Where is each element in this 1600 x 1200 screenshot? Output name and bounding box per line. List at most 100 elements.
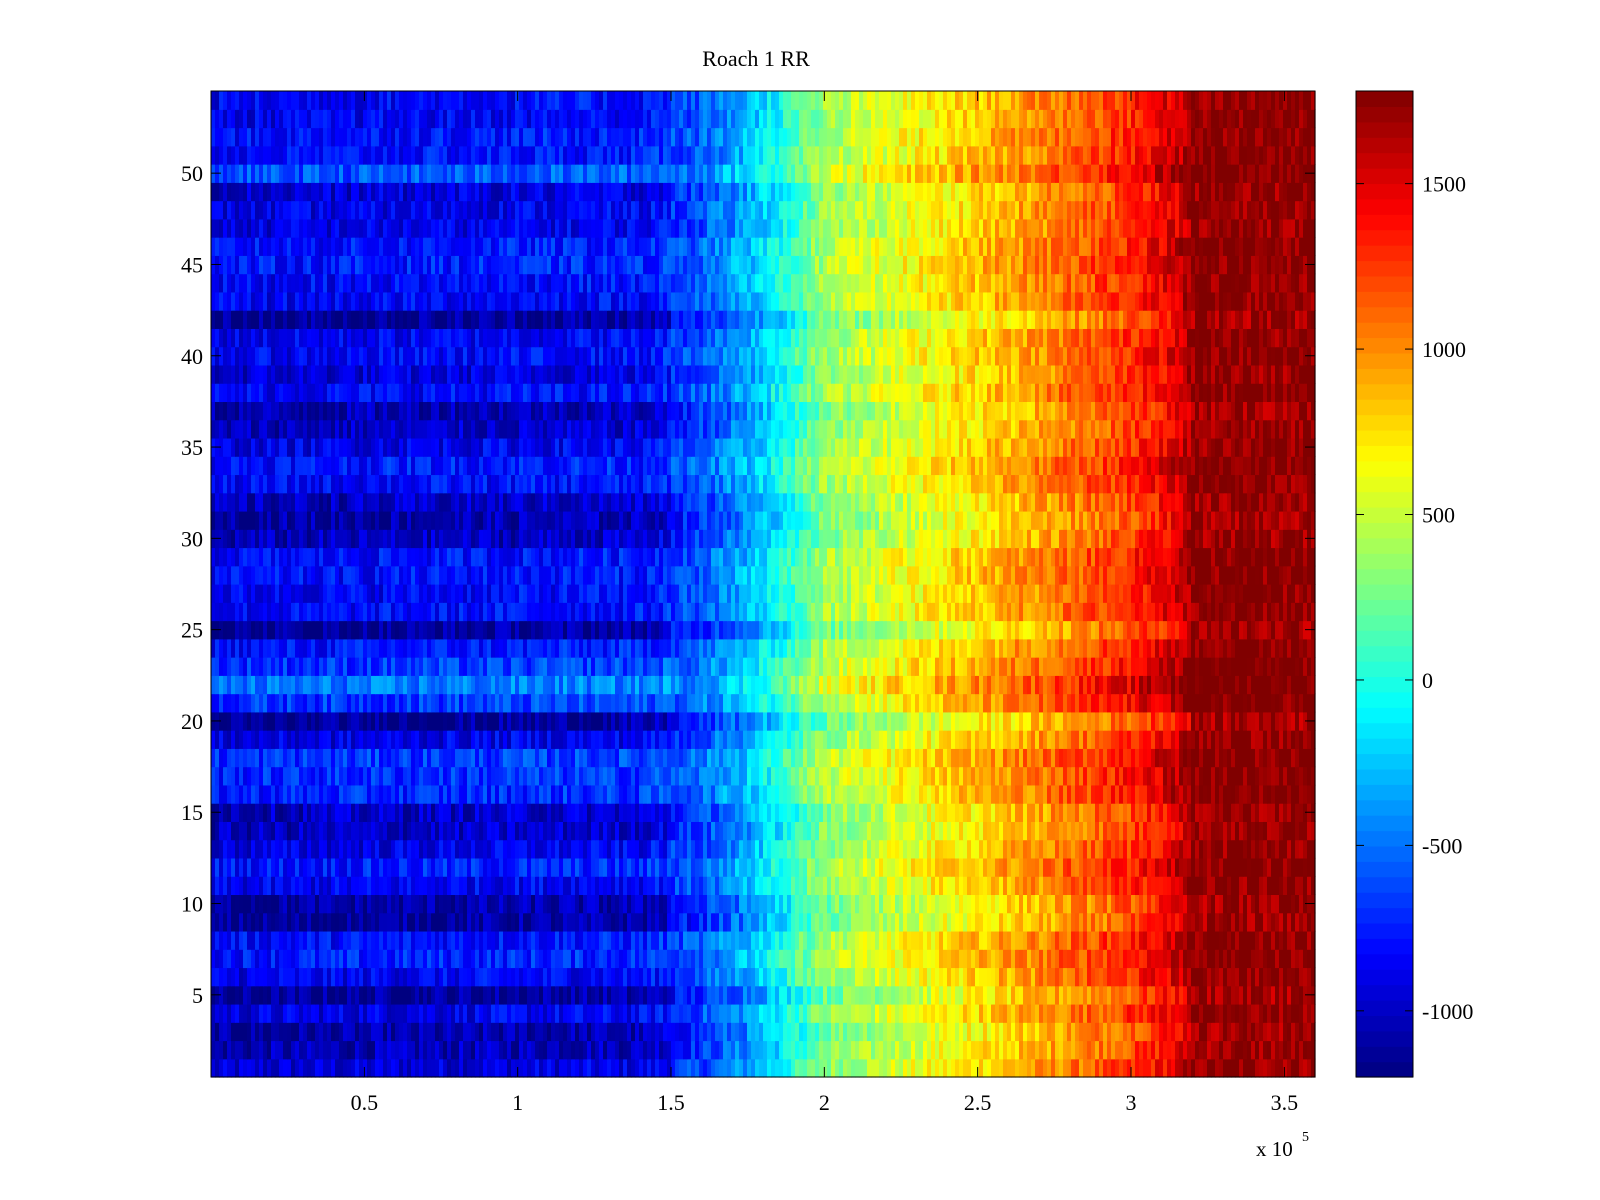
heatmap-cell <box>539 821 544 841</box>
heatmap-cell <box>755 949 760 969</box>
heatmap-cell <box>271 784 276 804</box>
heatmap-cell <box>1255 857 1260 877</box>
heatmap-cell <box>519 930 524 950</box>
heatmap-cell <box>415 839 420 859</box>
heatmap-cell <box>459 930 464 950</box>
heatmap-cell <box>647 912 652 932</box>
heatmap-cell <box>1031 949 1036 969</box>
heatmap-cell <box>211 730 216 749</box>
heatmap-cell <box>967 766 972 786</box>
heatmap-cell <box>335 967 340 987</box>
heatmap-cell <box>843 839 848 859</box>
heatmap-cell <box>1143 1058 1148 1078</box>
heatmap-cell <box>343 876 348 896</box>
heatmap-cell <box>539 967 544 987</box>
heatmap-cell <box>275 730 280 749</box>
heatmap-cell <box>743 748 748 768</box>
heatmap-cell <box>311 784 316 804</box>
heatmap-cell <box>1107 949 1112 969</box>
heatmap-cell <box>471 1058 476 1078</box>
heatmap-cell <box>707 821 712 841</box>
heatmap-cell <box>279 766 284 786</box>
heatmap-cell <box>703 967 708 987</box>
heatmap-cell <box>739 949 744 969</box>
heatmap-cell <box>799 912 804 932</box>
heatmap-cell <box>867 1022 872 1042</box>
heatmap-cell <box>1299 821 1304 841</box>
heatmap-cell <box>615 803 620 822</box>
heatmap-cell <box>1003 1040 1008 1060</box>
heatmap-cell <box>287 930 292 950</box>
heatmap-cell <box>395 1003 400 1023</box>
heatmap-cell <box>1067 967 1072 987</box>
heatmap-cell <box>1131 748 1136 768</box>
heatmap-cell <box>307 839 312 859</box>
heatmap-cell <box>555 748 560 768</box>
heatmap-cell <box>403 876 408 896</box>
heatmap-cell <box>1155 930 1160 950</box>
heatmap-cell <box>527 876 532 896</box>
heatmap-plot-area <box>210 90 1316 1078</box>
heatmap-cell <box>1291 949 1296 969</box>
heatmap-cell <box>295 967 300 987</box>
heatmap-cell <box>1003 821 1008 841</box>
heatmap-cell <box>419 1058 424 1078</box>
heatmap-cell <box>495 912 500 932</box>
heatmap-cell <box>1247 857 1252 877</box>
heatmap-cell <box>1163 876 1168 896</box>
heatmap-cell <box>891 857 896 877</box>
heatmap-cell <box>1167 748 1172 768</box>
heatmap-cell <box>215 1022 220 1042</box>
heatmap-cell <box>251 1058 256 1078</box>
heatmap-cell <box>1159 857 1164 877</box>
heatmap-cell <box>1067 1022 1072 1042</box>
heatmap-cell <box>459 766 464 786</box>
heatmap-cell <box>271 803 276 822</box>
heatmap-cell <box>667 876 672 896</box>
heatmap-cell <box>491 748 496 768</box>
heatmap-cell <box>351 876 356 896</box>
heatmap-cell <box>1175 1003 1180 1023</box>
heatmap-cell <box>855 912 860 932</box>
heatmap-cell <box>1139 1022 1144 1042</box>
heatmap-cell <box>1251 985 1256 1005</box>
heatmap-cell <box>563 1022 568 1042</box>
heatmap-cell <box>483 967 488 987</box>
heatmap-cell <box>999 748 1004 768</box>
heatmap-cell <box>1171 766 1176 786</box>
heatmap-cell <box>223 1058 228 1078</box>
heatmap-cell <box>787 967 792 987</box>
heatmap-cell <box>699 1022 704 1042</box>
heatmap-cell <box>887 930 892 950</box>
heatmap-cell <box>551 912 556 932</box>
heatmap-cell <box>367 1003 372 1023</box>
heatmap-cell <box>1079 748 1084 768</box>
heatmap-cell <box>971 803 976 822</box>
heatmap-cell <box>499 876 504 896</box>
heatmap-cell <box>755 748 760 768</box>
heatmap-cell <box>335 803 340 822</box>
heatmap-cell <box>1151 839 1156 859</box>
heatmap-cell <box>539 1003 544 1023</box>
heatmap-cell <box>231 1022 236 1042</box>
heatmap-cell <box>1167 1058 1172 1078</box>
heatmap-cell <box>451 894 456 914</box>
heatmap-cell <box>1123 839 1128 859</box>
heatmap-cell <box>859 803 864 822</box>
heatmap-cell <box>807 894 812 914</box>
heatmap-cell <box>503 821 508 841</box>
heatmap-cell <box>1255 766 1260 786</box>
heatmap-cell <box>799 1022 804 1042</box>
heatmap-cell <box>459 784 464 804</box>
heatmap-cell <box>563 1058 568 1078</box>
heatmap-cell <box>395 1040 400 1060</box>
heatmap-cell <box>867 784 872 804</box>
heatmap-cell <box>543 1058 548 1078</box>
heatmap-cell <box>1179 821 1184 841</box>
heatmap-cell <box>371 1058 376 1078</box>
heatmap-cell <box>919 1058 924 1078</box>
heatmap-cell <box>895 821 900 841</box>
heatmap-cell <box>223 967 228 987</box>
heatmap-cell <box>659 1040 664 1060</box>
heatmap-cell <box>327 803 332 822</box>
